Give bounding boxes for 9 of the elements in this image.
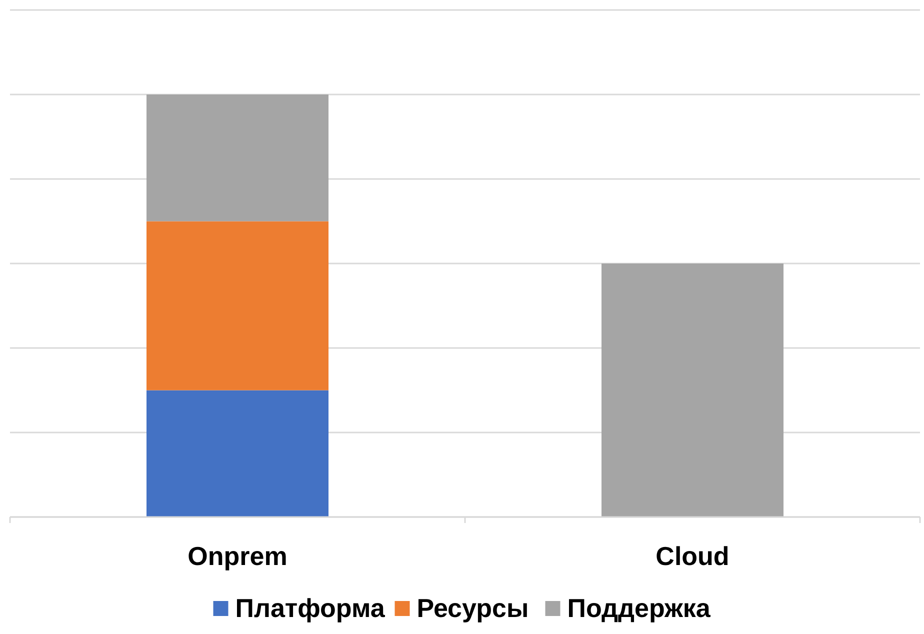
legend-label: Ресурсы (416, 593, 529, 623)
bar (146, 94, 328, 222)
legend-label: Поддержка (567, 593, 711, 623)
legend-label: Платформа (235, 593, 386, 623)
bar (602, 264, 784, 517)
x-tick-label: Cloud (656, 541, 730, 571)
bar (146, 221, 328, 390)
bar (146, 390, 328, 517)
x-tick-label: Onprem (188, 541, 288, 571)
